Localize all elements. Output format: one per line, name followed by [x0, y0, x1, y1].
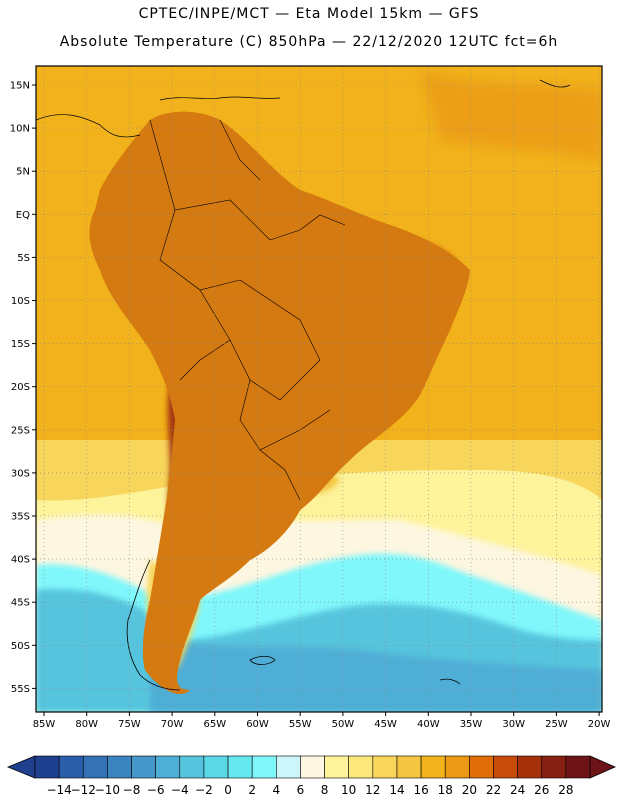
ocean-blue-band	[150, 640, 602, 712]
lat-label-5s: 5S	[17, 253, 30, 264]
colorbar-label: −8	[123, 783, 141, 797]
lon-label-60w: 60W	[246, 719, 269, 730]
colorbar	[6, 755, 616, 779]
colorbar-label: 28	[558, 783, 573, 797]
lon-label-75w: 75W	[118, 719, 141, 730]
colorbar-label: −6	[147, 783, 165, 797]
lon-label-45w: 45W	[374, 719, 397, 730]
colorbar-label: 4	[272, 783, 280, 797]
falkland-islands	[249, 655, 276, 665]
colorbar-swatch	[34, 755, 60, 779]
colorbar-label: −4	[171, 783, 189, 797]
colorbar-swatch	[420, 755, 446, 779]
lat-label-10n: 10N	[10, 124, 30, 135]
lat-label-15n: 15N	[10, 81, 30, 92]
lat-label-55s: 55S	[11, 684, 30, 695]
colorbar-swatch	[444, 755, 470, 779]
caribbean-coastline	[36, 79, 571, 138]
colorbar-swatch	[58, 755, 84, 779]
colorbar-swatch	[300, 755, 325, 779]
lon-label-50w: 50W	[332, 719, 355, 730]
lon-label-65w: 65W	[203, 719, 226, 730]
ocean-warm-patch	[420, 70, 602, 160]
temperature-field	[36, 66, 602, 712]
lon-label-35w: 35W	[460, 719, 483, 730]
colorbar-swatch	[565, 755, 591, 779]
title-line-1: CPTEC/INPE/MCT — Eta Model 15km — GFS	[138, 6, 480, 22]
lon-label-85w: 85W	[33, 719, 56, 730]
colorbar-swatch	[155, 755, 181, 779]
colorbar-swatch	[276, 755, 301, 779]
lon-label-55w: 55W	[289, 719, 312, 730]
colorbar-labels: −14−12−10 −8 −6 −4 −2 0 2 4 6 8 10 12 14 16 18 20 22 24 26…	[46, 783, 573, 797]
colorbar-swatch	[324, 755, 349, 779]
map-frame	[35, 65, 603, 713]
colorbar-label: −12	[71, 783, 96, 797]
colorbar-swatch	[251, 755, 277, 779]
lat-label-50s: 50S	[11, 641, 30, 652]
lon-label-40w: 40W	[417, 719, 440, 730]
colorbar-label: 26	[534, 783, 549, 797]
colorbar-arrow-left	[6, 755, 36, 779]
colorbar-swatch	[82, 755, 108, 779]
lat-label-eq: EQ	[16, 210, 30, 221]
colorbar-swatch	[227, 755, 253, 779]
colorbar-swatch	[493, 755, 518, 779]
title-line-2: Absolute Temperature (C) 850hPa — 22/12/…	[59, 34, 559, 50]
colorbar-label: 10	[341, 783, 356, 797]
country-borders	[149, 119, 346, 501]
colorbar-label: 12	[365, 783, 380, 797]
lat-label-20s: 20S	[11, 382, 30, 393]
colorbar-label: 24	[510, 783, 525, 797]
colorbar-label: −14	[46, 783, 71, 797]
colorbar-swatch	[348, 755, 374, 779]
colorbar-label: 6	[297, 783, 305, 797]
colorbar-swatch	[541, 755, 567, 779]
lat-label-40s: 40S	[11, 555, 30, 566]
lat-label-30s: 30S	[11, 468, 30, 479]
lat-label-10s: 10S	[11, 296, 30, 307]
colorbar-label: 20	[462, 783, 477, 797]
colorbar-swatch	[131, 755, 156, 779]
lon-label-25w: 25W	[545, 719, 568, 730]
colorbar-swatch	[396, 755, 422, 779]
colorbar-label: −10	[95, 783, 120, 797]
colorbar-label: 16	[413, 783, 428, 797]
lon-label-80w: 80W	[75, 719, 98, 730]
longitude-labels: 85W 80W 75W 70W 65W 60W 55W 50W 45W 40W 35W 30W 25W 2…	[33, 719, 611, 730]
colorbar-label: 14	[389, 783, 404, 797]
colorbar-swatch	[179, 755, 205, 779]
colorbar-swatch	[517, 755, 543, 779]
colorbar-swatch	[469, 755, 494, 779]
south-georgia-island	[439, 678, 461, 685]
lon-label-20w: 20W	[588, 719, 611, 730]
lat-label-35s: 35S	[11, 512, 30, 523]
colorbar-label: 18	[438, 783, 453, 797]
colorbar-arrow-right	[589, 755, 616, 779]
axis-ticks	[32, 84, 600, 716]
colorbar-label: 8	[321, 783, 329, 797]
colorbar-swatch	[203, 755, 229, 779]
chile-fjord-coast	[126, 559, 181, 691]
lat-label-15s: 15S	[11, 339, 30, 350]
lon-label-30w: 30W	[502, 719, 525, 730]
latitude-labels: 15N 10N 5N EQ 5S 10S 15S 20S 25S 30S 35S 40S 45S 50S 5…	[10, 81, 30, 695]
lat-label-25s: 25S	[11, 425, 30, 436]
lat-label-5n: 5N	[16, 167, 30, 178]
colorbar-label: 0	[224, 783, 232, 797]
colorbar-swatch	[372, 755, 398, 779]
lon-label-70w: 70W	[161, 719, 184, 730]
colorbar-swatch	[107, 755, 132, 779]
colorbar-label: 2	[248, 783, 256, 797]
colorbar-label: −2	[195, 783, 213, 797]
lat-label-45s: 45S	[11, 598, 30, 609]
colorbar-label: 22	[486, 783, 501, 797]
